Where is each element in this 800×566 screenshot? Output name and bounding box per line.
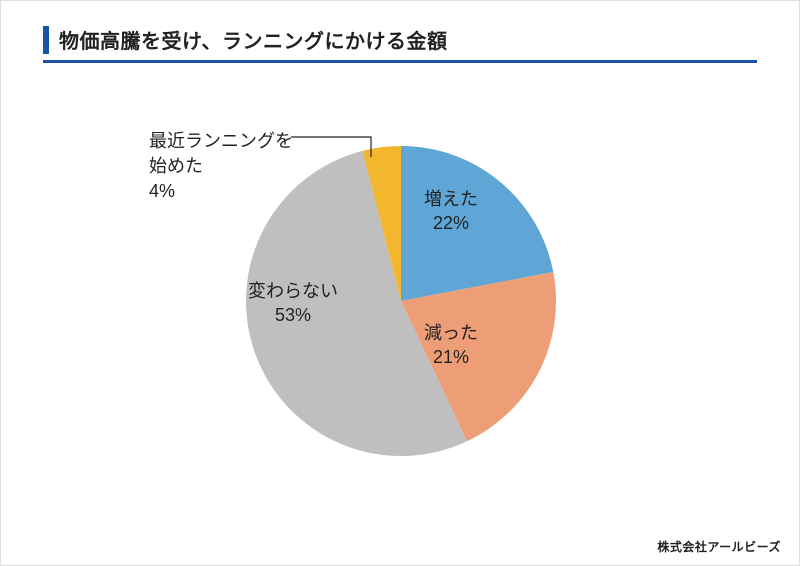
callout-leader-new_runner (1, 101, 800, 501)
pie-chart: 増えた22%減った21%変わらない53%最近ランニングを始めた4% (1, 101, 800, 501)
pie-callout-new_runner: 最近ランニングを始めた 4% (149, 129, 293, 205)
callout-line1: 最近ランニングを (149, 131, 293, 151)
credit-text: 株式会社アールビーズ (657, 538, 781, 555)
chart-title: 物価高騰を受け、ランニングにかける金額 (59, 25, 448, 54)
title-accent-bar (43, 26, 49, 54)
chart-title-bar: 物価高騰を受け、ランニングにかける金額 (43, 25, 757, 63)
callout-line2: 始めた (149, 156, 203, 176)
callout-line3: 4% (149, 181, 175, 201)
